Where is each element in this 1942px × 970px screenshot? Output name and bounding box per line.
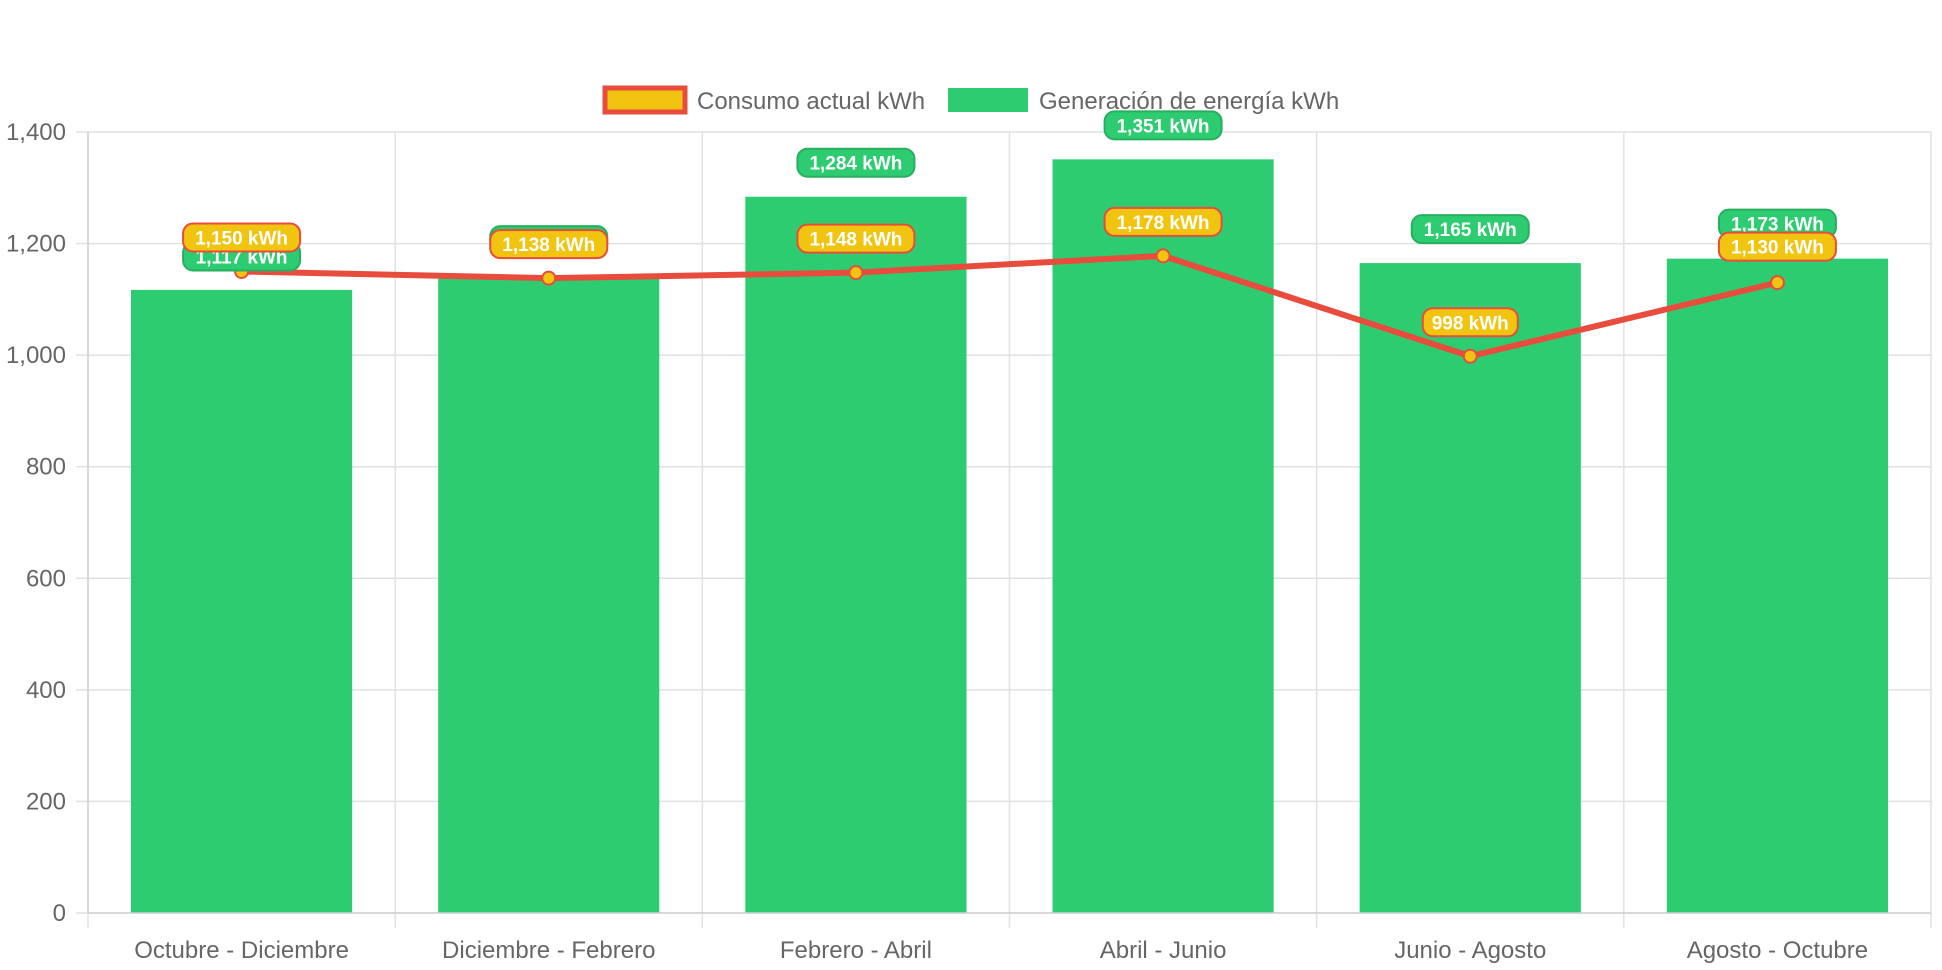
data-label-consumo: 1,148 kWh	[796, 223, 916, 254]
data-label-consumo-bg	[796, 223, 916, 254]
y-tick-label: 1,000	[6, 342, 66, 369]
data-label-consumo: 1,130 kWh	[1717, 231, 1837, 262]
data-label-consumo-bg	[489, 229, 609, 260]
data-label-generacion: 1,284 kWh	[796, 147, 916, 178]
bar-generacion	[1666, 258, 1888, 914]
data-label-consumo-text: 1,138 kWh	[502, 235, 595, 256]
bar-generacion	[1052, 159, 1274, 913]
line-point-consumo	[1462, 348, 1478, 364]
data-label-consumo-bg	[1717, 231, 1837, 262]
legend: Consumo actual kWh Generación de energía …	[602, 85, 1339, 115]
line-point-consumo	[1155, 248, 1171, 264]
y-tick-label: 0	[53, 900, 66, 927]
data-label-generacion-text: 1,351 kWh	[1117, 116, 1210, 137]
data-label-consumo-bg	[1103, 206, 1223, 237]
data-label-consumo-text: 1,178 kWh	[1117, 213, 1210, 234]
data-label-generacion-text: 1,165 kWh	[1424, 220, 1517, 241]
data-label-consumo: 1,138 kWh	[489, 229, 609, 260]
bar-generacion	[438, 278, 660, 913]
data-labels: 1,117 kWh 1,138 kWh 1,284 kWh 1,351 kWh 1,16…	[182, 110, 1837, 338]
data-label-generacion-bg	[1410, 214, 1530, 245]
line-point-consumo	[848, 265, 864, 281]
line-point-consumo	[541, 270, 557, 286]
y-tick-label: 600	[26, 565, 66, 592]
legend-label-consumo: Consumo actual kWh	[697, 88, 925, 115]
data-label-generacion-bg	[1103, 110, 1223, 141]
legend-item-generacion[interactable]: Generación de energía kWh	[948, 88, 1339, 115]
x-tick-label: Agosto - Octubre	[1687, 937, 1868, 964]
data-label-consumo: 1,150 kWh	[182, 222, 302, 253]
y-tick-label: 800	[26, 454, 66, 481]
y-tick-label: 1,200	[6, 231, 66, 258]
grid	[87, 131, 1932, 928]
line-series	[234, 248, 1785, 364]
data-label-consumo-bg	[1421, 307, 1519, 338]
data-label-consumo-text: 1,150 kWh	[195, 228, 288, 249]
x-tick-label: Abril - Junio	[1100, 937, 1227, 964]
data-label-generacion: 1,165 kWh	[1410, 214, 1530, 245]
data-label-generacion: 1,173 kWh	[1717, 208, 1837, 239]
legend-label-generacion: Generación de energía kWh	[1039, 88, 1339, 115]
axes: 0 200 400 600 800 1,000 1,200 1,400 Octubre - Di…	[6, 119, 1931, 964]
data-label-generacion-text: 1,284 kWh	[809, 154, 902, 175]
line-consumo	[241, 252, 1779, 360]
legend-swatch-consumo	[602, 85, 688, 115]
data-label-consumo-text: 1,130 kWh	[1731, 238, 1824, 259]
y-tick-label: 1,400	[6, 119, 66, 146]
bar-generacion	[745, 196, 967, 913]
bar-generacion	[1359, 263, 1581, 913]
x-tick-label: Octubre - Diciembre	[134, 937, 349, 964]
legend-swatch-generacion	[948, 88, 1028, 112]
data-label-consumo-text: 998 kWh	[1432, 313, 1509, 334]
data-label-generacion-text: 1,173 kWh	[1731, 215, 1824, 236]
bar-generacion	[131, 289, 353, 914]
x-tick-label: Febrero - Abril	[780, 937, 932, 964]
data-label-consumo-bg	[182, 222, 302, 253]
data-label-consumo: 1,178 kWh	[1103, 206, 1223, 237]
line-point-consumo	[1769, 275, 1785, 291]
data-label-consumo-text: 1,148 kWh	[809, 230, 902, 251]
y-tick-label: 400	[26, 677, 66, 704]
x-tick-label: Junio - Agosto	[1394, 937, 1546, 964]
data-label-generacion: 1,351 kWh	[1103, 110, 1223, 141]
data-label-generacion-bg	[796, 147, 916, 178]
x-tick-label: Diciembre - Febrero	[442, 937, 655, 964]
data-label-consumo: 998 kWh	[1421, 307, 1519, 338]
legend-item-consumo[interactable]: Consumo actual kWh	[602, 85, 925, 115]
data-label-generacion-text: 1,117 kWh	[196, 247, 288, 268]
y-tick-label: 200	[26, 788, 66, 815]
bar-series	[131, 159, 1888, 914]
